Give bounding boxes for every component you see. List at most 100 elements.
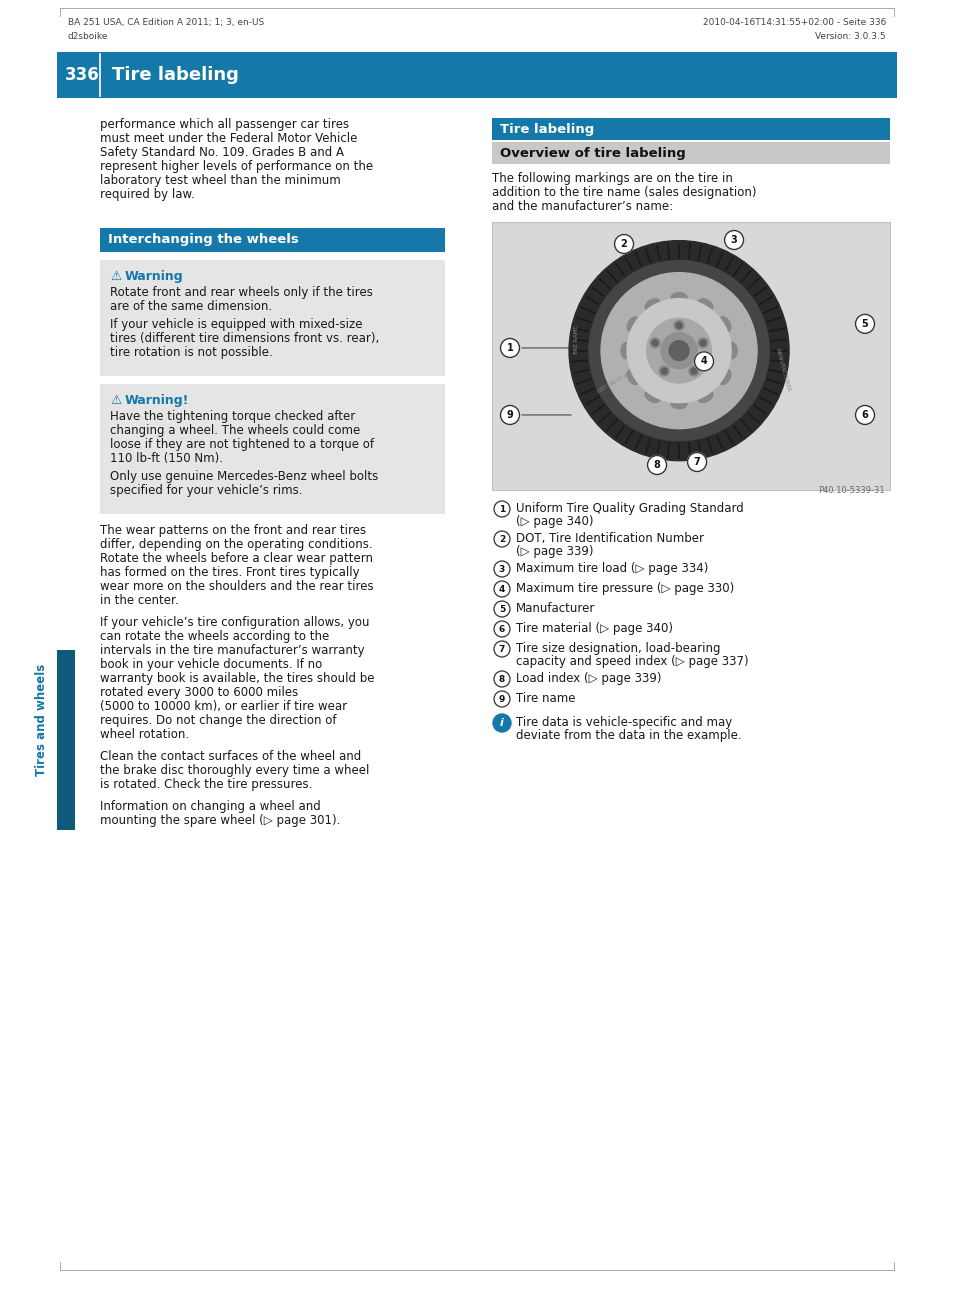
Text: 2010-04-16T14:31:55+02:00 - Seite 336: 2010-04-16T14:31:55+02:00 - Seite 336	[702, 18, 885, 27]
Text: BA 251 USA, CA Edition A 2011; 1; 3, en-US: BA 251 USA, CA Edition A 2011; 1; 3, en-…	[68, 18, 264, 27]
FancyBboxPatch shape	[57, 52, 896, 98]
Text: (▷ page 340): (▷ page 340)	[516, 515, 593, 528]
Circle shape	[494, 600, 510, 617]
Text: mounting the spare wheel (▷ page 301).: mounting the spare wheel (▷ page 301).	[100, 814, 340, 827]
FancyBboxPatch shape	[492, 223, 889, 490]
Text: DOT, Tire Identification Number: DOT, Tire Identification Number	[516, 532, 703, 545]
Text: Load index (▷ page 339): Load index (▷ page 339)	[516, 672, 660, 685]
Text: Tire data is vehicle-specific and may: Tire data is vehicle-specific and may	[516, 716, 732, 729]
Text: 7: 7	[498, 644, 505, 653]
Text: book in your vehicle documents. If no: book in your vehicle documents. If no	[100, 659, 322, 672]
Text: (▷ page 339): (▷ page 339)	[516, 545, 593, 558]
Text: tire rotation is not possible.: tire rotation is not possible.	[110, 345, 273, 358]
Text: The following markings are on the tire in: The following markings are on the tire i…	[492, 172, 732, 185]
Circle shape	[500, 339, 519, 357]
Text: must meet under the Federal Motor Vehicle: must meet under the Federal Motor Vehicl…	[100, 132, 357, 145]
Ellipse shape	[626, 317, 639, 331]
Text: P40.10-5339-31: P40.10-5339-31	[818, 487, 884, 496]
Text: 110 lb-ft (150 Nm).: 110 lb-ft (150 Nm).	[110, 452, 223, 465]
Text: Information on changing a wheel and: Information on changing a wheel and	[100, 800, 320, 813]
Text: specified for your vehicle’s rims.: specified for your vehicle’s rims.	[110, 484, 302, 497]
Text: Interchanging the wheels: Interchanging the wheels	[108, 233, 298, 246]
Text: Tire size designation, load-bearing: Tire size designation, load-bearing	[516, 642, 720, 655]
Ellipse shape	[626, 370, 639, 384]
Text: has formed on the tires. Front tires typically: has formed on the tires. Front tires typ…	[100, 565, 359, 578]
Text: Have the tightening torque checked after: Have the tightening torque checked after	[110, 410, 355, 423]
Text: and the manufacturer’s name:: and the manufacturer’s name:	[492, 201, 673, 214]
Circle shape	[676, 322, 681, 329]
Text: differ, depending on the operating conditions.: differ, depending on the operating condi…	[100, 538, 373, 551]
Circle shape	[674, 321, 683, 330]
Circle shape	[687, 453, 706, 471]
Ellipse shape	[698, 391, 712, 402]
Text: i: i	[499, 718, 503, 729]
FancyBboxPatch shape	[492, 142, 889, 164]
Text: Maximum tire load (▷ page 334): Maximum tire load (▷ page 334)	[516, 562, 708, 575]
Text: addition to the tire name (sales designation): addition to the tire name (sales designa…	[492, 186, 756, 199]
Text: ⚠: ⚠	[110, 270, 121, 283]
Text: is rotated. Check the tire pressures.: is rotated. Check the tire pressures.	[100, 778, 312, 791]
Ellipse shape	[620, 343, 630, 358]
Text: d2sboike: d2sboike	[68, 32, 109, 41]
Circle shape	[646, 318, 711, 383]
Text: rotated every 3000 to 6000 miles: rotated every 3000 to 6000 miles	[100, 686, 298, 699]
Circle shape	[568, 241, 788, 461]
Text: intervals in the tire manufacturer’s warranty: intervals in the tire manufacturer’s war…	[100, 644, 364, 657]
FancyBboxPatch shape	[100, 260, 444, 377]
Text: 3: 3	[498, 564, 504, 573]
Text: Rotate the wheels before a clear wear pattern: Rotate the wheels before a clear wear pa…	[100, 553, 373, 565]
Circle shape	[668, 340, 688, 361]
Text: laboratory test wheel than the minimum: laboratory test wheel than the minimum	[100, 173, 340, 188]
Text: Warning!: Warning!	[125, 393, 190, 408]
Text: 336: 336	[65, 66, 99, 84]
Circle shape	[494, 501, 510, 518]
Text: 6: 6	[861, 410, 867, 421]
Text: Clean the contact surfaces of the wheel and: Clean the contact surfaces of the wheel …	[100, 751, 361, 763]
Text: Tire material (▷ page 340): Tire material (▷ page 340)	[516, 622, 672, 635]
Ellipse shape	[719, 370, 730, 384]
Text: Tire labeling: Tire labeling	[499, 123, 594, 136]
Text: 2: 2	[498, 534, 504, 543]
Text: DOT HW A7 ANCW: DOT HW A7 ANCW	[597, 367, 639, 395]
Circle shape	[494, 672, 510, 687]
FancyBboxPatch shape	[492, 118, 889, 140]
Text: warranty book is available, the tires should be: warranty book is available, the tires sh…	[100, 672, 375, 685]
Text: wear more on the shoulders and the rear tires: wear more on the shoulders and the rear …	[100, 580, 374, 593]
Circle shape	[855, 405, 874, 424]
Text: 8: 8	[653, 459, 659, 470]
Text: Maximum tire pressure (▷ page 330): Maximum tire pressure (▷ page 330)	[516, 582, 734, 595]
FancyBboxPatch shape	[100, 384, 444, 514]
Circle shape	[855, 314, 874, 334]
Ellipse shape	[719, 317, 730, 331]
Circle shape	[588, 260, 768, 441]
Text: TIRE NAME: TIRE NAME	[574, 326, 578, 356]
Circle shape	[647, 455, 666, 475]
Text: MANUFACTURER: MANUFACTURER	[773, 348, 790, 393]
Circle shape	[494, 562, 510, 577]
Circle shape	[649, 338, 659, 348]
Text: 7: 7	[693, 457, 700, 467]
Ellipse shape	[670, 399, 686, 409]
Text: (5000 to 10000 km), or earlier if tire wear: (5000 to 10000 km), or earlier if tire w…	[100, 700, 347, 713]
FancyBboxPatch shape	[57, 650, 75, 829]
Circle shape	[493, 714, 511, 732]
Text: 9: 9	[498, 695, 505, 704]
Text: loose if they are not tightened to a torque of: loose if they are not tightened to a tor…	[110, 437, 374, 452]
Circle shape	[690, 367, 696, 374]
Text: changing a wheel. The wheels could come: changing a wheel. The wheels could come	[110, 424, 360, 437]
Circle shape	[614, 234, 633, 254]
Text: The wear patterns on the front and rear tires: The wear patterns on the front and rear …	[100, 524, 366, 537]
Text: the brake disc thoroughly every time a wheel: the brake disc thoroughly every time a w…	[100, 763, 369, 776]
Text: requires. Do not change the direction of: requires. Do not change the direction of	[100, 714, 336, 727]
Text: Warning: Warning	[125, 270, 183, 283]
Text: Rotate front and rear wheels only if the tires: Rotate front and rear wheels only if the…	[110, 286, 373, 299]
Circle shape	[694, 352, 713, 371]
Text: 1: 1	[506, 343, 513, 353]
Text: deviate from the data in the example.: deviate from the data in the example.	[516, 729, 740, 741]
Circle shape	[500, 405, 519, 424]
Text: can rotate the wheels according to the: can rotate the wheels according to the	[100, 630, 329, 643]
Text: 2: 2	[620, 239, 627, 248]
Text: Only use genuine Mercedes-Benz wheel bolts: Only use genuine Mercedes-Benz wheel bol…	[110, 470, 377, 483]
Text: performance which all passenger car tires: performance which all passenger car tire…	[100, 118, 349, 131]
Text: Tires and wheels: Tires and wheels	[35, 664, 49, 776]
